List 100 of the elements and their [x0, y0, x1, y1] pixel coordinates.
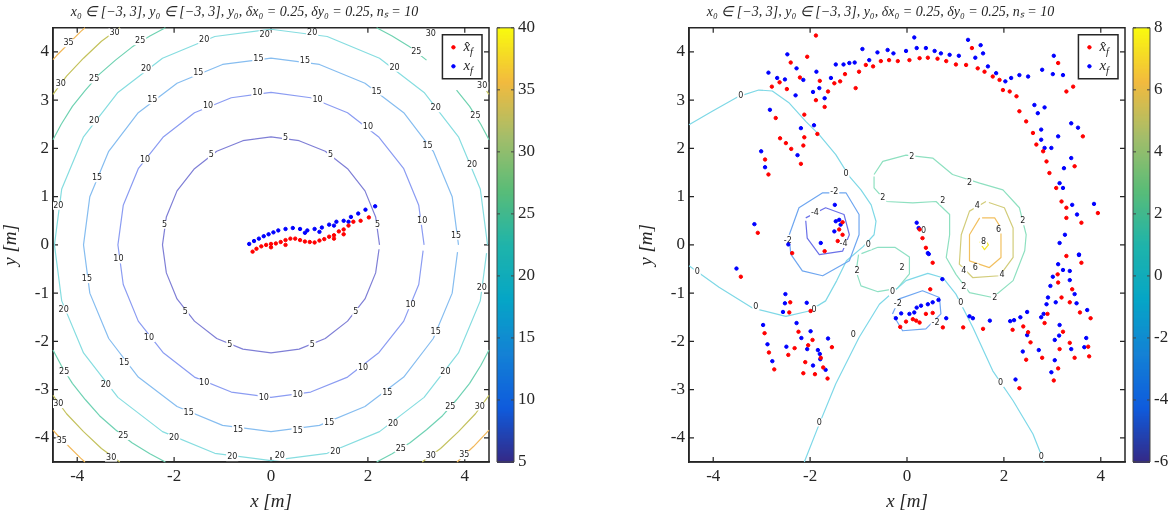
- annotation: 5: [375, 219, 381, 229]
- x-tick-label: 2: [999, 465, 1009, 485]
- annotation: 15: [119, 357, 130, 367]
- annotation: 5: [328, 150, 334, 160]
- annotation: 25: [59, 367, 70, 377]
- annotation: 30: [474, 401, 485, 411]
- color-bar-label: 8: [1154, 17, 1163, 37]
- x-tick-label: 2: [363, 465, 373, 485]
- annotation: 5: [182, 307, 188, 317]
- annotation: 25: [395, 443, 406, 453]
- annotation: 15: [232, 425, 244, 435]
- color-bar-label: -6: [1154, 451, 1169, 471]
- annotation: 2: [961, 281, 967, 291]
- color-bar-label: 25: [518, 203, 535, 223]
- y-tick-label: -3: [34, 379, 49, 399]
- annotation: 20: [430, 103, 441, 113]
- annotation: 25: [470, 110, 481, 120]
- annotation: 30: [109, 27, 120, 37]
- y-tick-label: 2: [676, 137, 685, 157]
- color-bar-label: 5: [518, 451, 527, 471]
- annotation: 15: [292, 426, 303, 436]
- annotation: 8: [981, 237, 987, 247]
- annotation: 30: [425, 29, 436, 39]
- x-tick-label: -2: [167, 465, 182, 485]
- y-tick-label: 3: [676, 89, 685, 109]
- annotation: 0: [1038, 451, 1044, 461]
- annotation: 30: [53, 399, 64, 409]
- color-bar-label: 10: [518, 389, 535, 409]
- annotation: 35: [56, 436, 67, 446]
- annotation: 15: [147, 95, 158, 105]
- annotation: 20: [476, 282, 487, 292]
- y-tick-label: 0: [40, 234, 49, 254]
- annotation: 15: [430, 326, 441, 336]
- annotation: 15: [450, 230, 462, 240]
- annotation: 20: [89, 116, 100, 126]
- annotation: 25: [135, 36, 146, 46]
- annotation: 5: [353, 307, 359, 317]
- color-bar-label: 20: [518, 265, 535, 285]
- annotation: 35: [63, 38, 74, 48]
- annotation: 10: [292, 390, 303, 400]
- x-tick-label: 4: [1096, 465, 1106, 485]
- color-bar-label: -2: [1154, 327, 1169, 347]
- y-tick-label: -3: [670, 379, 685, 399]
- annotation: 5: [208, 150, 214, 160]
- annotation: 20: [259, 29, 270, 39]
- color-bar-label: 40: [518, 17, 535, 37]
- annotation: -2: [783, 236, 792, 246]
- annotation: 20: [100, 380, 111, 390]
- y-tick-label: -2: [34, 330, 49, 350]
- x-axis-title: x [m]: [249, 489, 292, 511]
- annotation: 20: [330, 447, 341, 457]
- annotation: 25: [89, 74, 100, 84]
- annotation: 30: [425, 450, 436, 460]
- annotation: 10: [312, 95, 323, 105]
- annotation: 2: [909, 152, 915, 162]
- annotation: -2: [830, 187, 839, 197]
- color-bar-label: 0: [1154, 265, 1163, 285]
- annotation: 2: [966, 178, 973, 188]
- y-tick-label: -2: [670, 330, 685, 350]
- annotation: -2: [893, 299, 902, 309]
- annotation: 25: [411, 47, 422, 56]
- annotation: 2: [899, 262, 905, 272]
- annotation: 15: [324, 418, 335, 427]
- annotation: 2: [940, 195, 946, 205]
- chart-title: x₀ ∈ [−3, 3], y₀ ∈ [−3, 3], y₀, δx₀ = 0.25, δy₀ = 0.25, nₛ = 10: [705, 4, 1055, 20]
- annotation: 2: [1020, 216, 1026, 226]
- annotation: 5: [282, 132, 289, 142]
- color-bar-label: 30: [518, 141, 535, 161]
- annotation: 4: [974, 201, 980, 211]
- x-tick-label: -4: [70, 465, 85, 485]
- annotation: 20: [387, 418, 399, 428]
- annotation: 0: [850, 329, 856, 339]
- annotation: 2: [854, 266, 860, 276]
- annotation: 10: [362, 122, 373, 132]
- color-bar-label: 35: [518, 79, 535, 99]
- annotation: 30: [55, 79, 66, 89]
- annotation: 10: [199, 378, 210, 388]
- annotation: 15: [299, 56, 310, 66]
- y-axis-title: y [m]: [0, 224, 21, 268]
- annotation: 10: [405, 300, 416, 310]
- annotation: 30: [477, 80, 488, 90]
- annotation: 10: [252, 88, 263, 98]
- chart-title: x₀ ∈ [−3, 3], y₀ ∈ [−3, 3], y₀, δx₀ = 0.25, δy₀ = 0.25, nₛ = 10: [69, 4, 419, 20]
- annotation: 10: [417, 215, 428, 225]
- annotation: 20: [169, 432, 180, 442]
- annotation: 10: [357, 362, 369, 372]
- annotation: 5: [309, 339, 315, 349]
- annotation: -2: [931, 317, 940, 327]
- y-tick-label: -1: [34, 282, 49, 302]
- annotation: 2: [880, 193, 886, 203]
- y-tick-label: 1: [40, 186, 49, 206]
- annotation: 4: [961, 266, 967, 276]
- y-tick-label: 3: [40, 89, 49, 109]
- annotation: 15: [81, 274, 92, 284]
- annotation: 15: [183, 407, 194, 417]
- annotation: 15: [371, 86, 382, 96]
- x-tick-label: 0: [266, 465, 276, 485]
- annotation: 6: [972, 262, 978, 272]
- annotation: 15: [91, 173, 103, 183]
- annotation: 0: [753, 301, 759, 311]
